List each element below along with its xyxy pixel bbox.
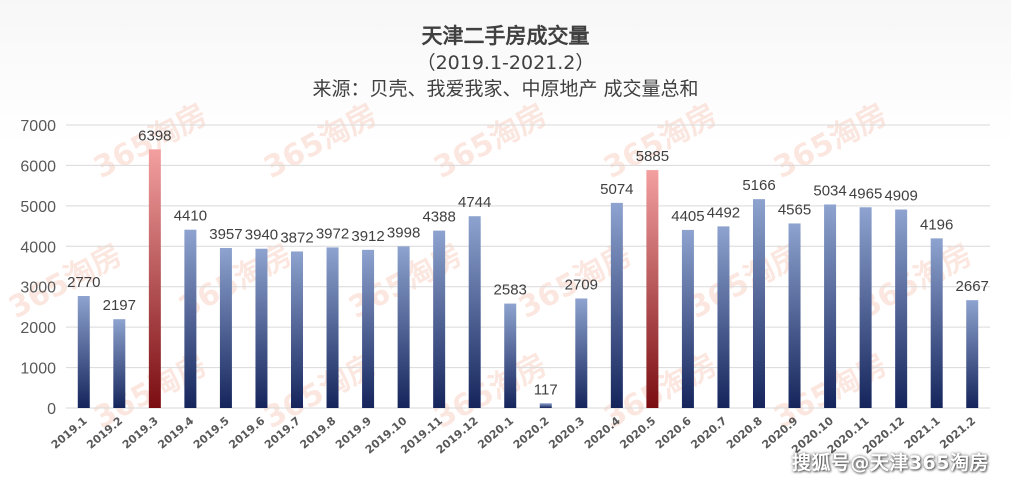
bar-2020.8 — [753, 199, 765, 408]
watermark-text: 365淘房 — [768, 97, 893, 185]
data-label: 4492 — [707, 204, 740, 221]
x-tick-label: 2019.4 — [155, 414, 196, 451]
data-label: 4744 — [458, 194, 491, 211]
bar-2020.5 — [646, 170, 659, 408]
y-tick-label: 4000 — [20, 239, 56, 256]
data-label: 4909 — [884, 188, 917, 205]
y-tick-label: 1000 — [20, 361, 56, 378]
data-label: 5034 — [813, 182, 846, 199]
data-label: 5074 — [600, 181, 633, 198]
bar-2020.12 — [895, 209, 908, 408]
bar-2020.10 — [824, 204, 837, 408]
data-label: 4405 — [671, 208, 704, 225]
y-tick-label: 2000 — [20, 320, 56, 337]
chart-subtitle: （2019.1-2021.2） — [416, 52, 595, 74]
watermark-text: 365淘房 — [258, 97, 383, 185]
data-label: 4196 — [920, 216, 953, 233]
data-label: 3872 — [280, 229, 313, 246]
watermark-text: 365淘房 — [428, 97, 553, 185]
brand-footer: 搜狐号@天津365淘房 — [791, 452, 989, 474]
data-label: 2709 — [565, 276, 598, 293]
bar-2019.4 — [184, 229, 197, 408]
x-tick-label: 2019.6 — [227, 414, 268, 451]
bar-2019.1 — [77, 296, 90, 408]
data-label: 4965 — [849, 185, 882, 202]
chart-title: 天津二手房成交量 — [421, 24, 590, 48]
watermark-text: 365淘房 — [598, 97, 723, 185]
bar-2019.6 — [255, 248, 268, 408]
x-tick-label: 2020.3 — [546, 414, 587, 451]
bar-2020.3 — [575, 298, 588, 408]
x-tick-label: 2021.2 — [937, 414, 978, 451]
data-label: 117 — [534, 381, 558, 398]
bar-2019.3 — [148, 149, 161, 408]
data-label: 2667 — [956, 278, 989, 295]
bar-2019.8 — [326, 247, 339, 408]
bar-2020.9 — [788, 223, 801, 408]
data-label: 4410 — [174, 208, 207, 225]
data-label: 3972 — [316, 225, 349, 242]
data-label: 6398 — [138, 127, 171, 144]
data-label: 5885 — [636, 148, 669, 165]
y-tick-label: 6000 — [20, 158, 56, 175]
x-tick-label: 2020.8 — [724, 414, 765, 451]
x-tick-label: 2020.6 — [653, 414, 694, 451]
bar-2019.7 — [291, 251, 303, 408]
bar-2021.2 — [966, 300, 979, 408]
bar-2020.7 — [717, 226, 730, 408]
data-label: 4565 — [778, 201, 811, 218]
bar-2021.1 — [930, 238, 943, 408]
x-tick-label: 2021.1 — [902, 414, 943, 451]
y-tick-label: 3000 — [20, 280, 56, 297]
x-tick-label: 2020.1 — [475, 414, 516, 451]
y-tick-label: 0 — [47, 401, 56, 418]
data-label: 3957 — [209, 226, 242, 243]
data-label: 2770 — [67, 274, 100, 291]
data-label: 4388 — [422, 209, 455, 226]
chart-source: 来源：贝壳、我爱我家、中原地产 成交量总和 — [312, 78, 699, 100]
y-tick-label: 5000 — [20, 199, 56, 216]
bar-2020.1 — [504, 303, 517, 408]
bar-2019.9 — [362, 249, 375, 408]
bar-2020.11 — [859, 207, 872, 408]
x-tick-label: 2020.7 — [689, 414, 730, 451]
x-tick-label: 2020.2 — [511, 414, 552, 451]
data-label: 3998 — [387, 224, 420, 241]
title-block: 天津二手房成交量 （2019.1-2021.2） 来源：贝壳、我爱我家、中原地产… — [0, 22, 1011, 102]
data-label: 3912 — [351, 228, 384, 245]
bar-2019.12 — [468, 216, 481, 408]
bar-2020.6 — [681, 229, 694, 408]
data-label: 5166 — [742, 177, 775, 194]
bar-2020.2 — [539, 403, 552, 408]
data-label: 3940 — [245, 227, 278, 244]
x-tick-label: 2019.1 — [49, 414, 90, 451]
x-tick-label: 2019.5 — [191, 414, 232, 451]
bar-2019.11 — [433, 230, 446, 408]
data-label: 2197 — [103, 297, 136, 314]
bar-2019.2 — [113, 319, 126, 408]
bar-2020.4 — [610, 202, 623, 408]
bar-2019.10 — [397, 246, 410, 408]
data-label: 2583 — [494, 282, 527, 299]
y-tick-label: 7000 — [20, 118, 56, 135]
bar-2019.5 — [219, 248, 232, 408]
